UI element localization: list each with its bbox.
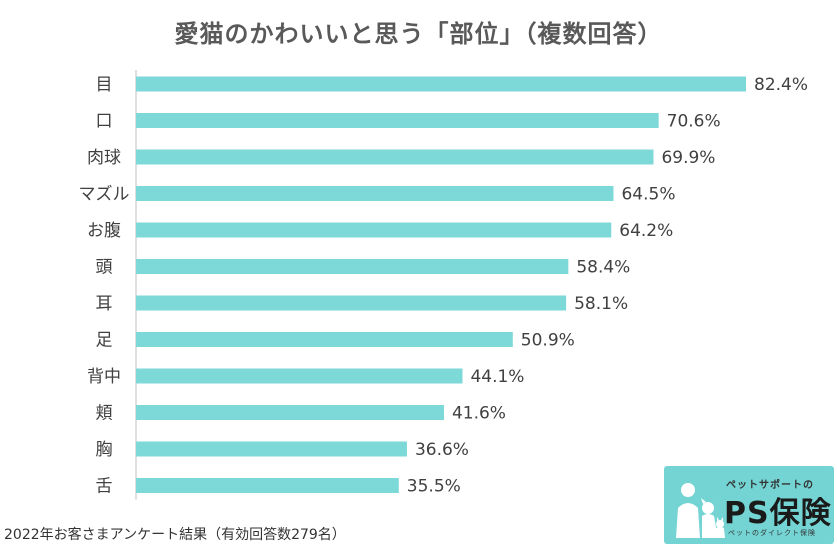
category-label: 耳 — [96, 294, 113, 314]
logo-subtitle: ペットのダイレクト保険 — [728, 529, 816, 537]
chart-title: 愛猫のかわいいと思う「部位」（複数回答） — [174, 20, 663, 48]
category-label: 目 — [96, 75, 113, 95]
bar — [136, 149, 654, 165]
category-label: マズル — [79, 185, 130, 205]
logo-tagline: ペットサポートの — [726, 480, 814, 491]
logo-name: PS保険 — [724, 496, 832, 531]
bar — [136, 368, 463, 384]
bar — [136, 295, 567, 311]
bar — [136, 441, 407, 457]
category-label: 足 — [96, 331, 113, 351]
category-label: 頬 — [96, 404, 113, 424]
bar — [136, 405, 444, 420]
value-label: 36.6% — [415, 440, 469, 460]
value-label: 82.4% — [754, 75, 808, 95]
value-label: 64.5% — [621, 185, 675, 205]
bar — [136, 76, 746, 92]
bar — [136, 222, 612, 238]
value-label: 64.2% — [619, 221, 673, 241]
value-label: 50.9% — [521, 331, 575, 351]
bar — [136, 478, 399, 493]
value-label: 58.1% — [574, 294, 628, 314]
ps-insurance-logo: ペットサポートの PS保険 ペットのダイレクト保険 — [664, 466, 834, 544]
value-label: 41.6% — [452, 404, 506, 424]
bar — [136, 332, 513, 347]
category-label: お腹 — [87, 221, 121, 241]
bar — [136, 113, 659, 128]
value-label: 35.5% — [407, 477, 461, 497]
source-note: 2022年お客さまアンケート結果（有効回答数279名） — [4, 527, 346, 543]
category-label: 背中 — [87, 367, 121, 387]
value-label: 70.6% — [667, 112, 721, 132]
category-label: 口 — [96, 112, 113, 132]
cat-dog-silhouette-icon — [676, 483, 725, 538]
bar — [136, 259, 569, 274]
value-label: 44.1% — [470, 367, 524, 387]
bar-chart: 目 82.4% 口 70.6% 肉球 69.9% マズル 64.5% お腹 64.2% 頭 58.4%… — [79, 70, 808, 500]
bar — [136, 186, 614, 201]
category-label: 頭 — [96, 258, 113, 278]
value-label: 69.9% — [661, 148, 715, 168]
value-label: 58.4% — [576, 258, 630, 278]
category-label: 胸 — [96, 440, 113, 460]
category-label: 肉球 — [87, 148, 121, 168]
category-label: 舌 — [96, 477, 113, 497]
